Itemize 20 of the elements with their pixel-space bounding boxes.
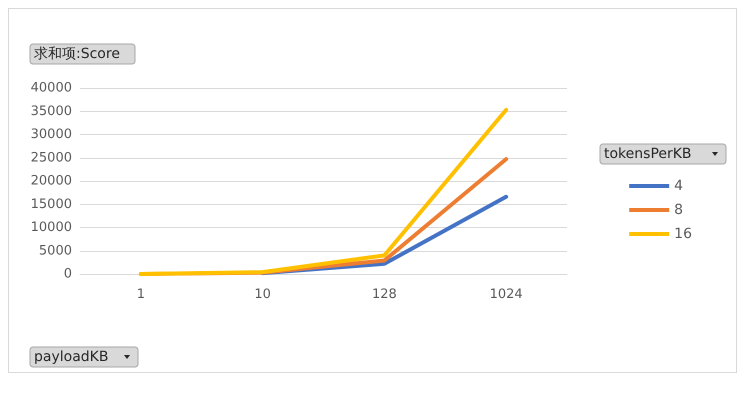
y-tick-label: 10000 xyxy=(30,220,72,235)
x-tick-label: 128 xyxy=(372,287,397,302)
y-tick-label: 30000 xyxy=(30,127,72,142)
y-tick-label: 0 xyxy=(64,266,72,282)
y-tick-label: 5000 xyxy=(38,243,72,258)
line-series xyxy=(138,108,508,276)
x-tick-label: 1 xyxy=(136,287,146,302)
y-tick-label: 35000 xyxy=(30,104,72,119)
chart-title: 求和项:Score xyxy=(34,46,120,62)
x-tick-label: 10 xyxy=(254,287,271,302)
y-tick-label: 15000 xyxy=(30,196,72,212)
x-tick-label: 1024 xyxy=(490,287,523,302)
legend-label: 16 xyxy=(674,226,692,242)
legend-label: 8 xyxy=(674,202,684,218)
y-tick-label: 20000 xyxy=(30,174,72,188)
legend-label: 4 xyxy=(674,178,684,194)
y-tick-label: 25000 xyxy=(30,150,72,166)
legend-title: tokensPerKB xyxy=(604,146,692,162)
x-axis-title: payloadKB xyxy=(34,349,108,365)
y-tick-label: 40000 xyxy=(30,80,72,96)
